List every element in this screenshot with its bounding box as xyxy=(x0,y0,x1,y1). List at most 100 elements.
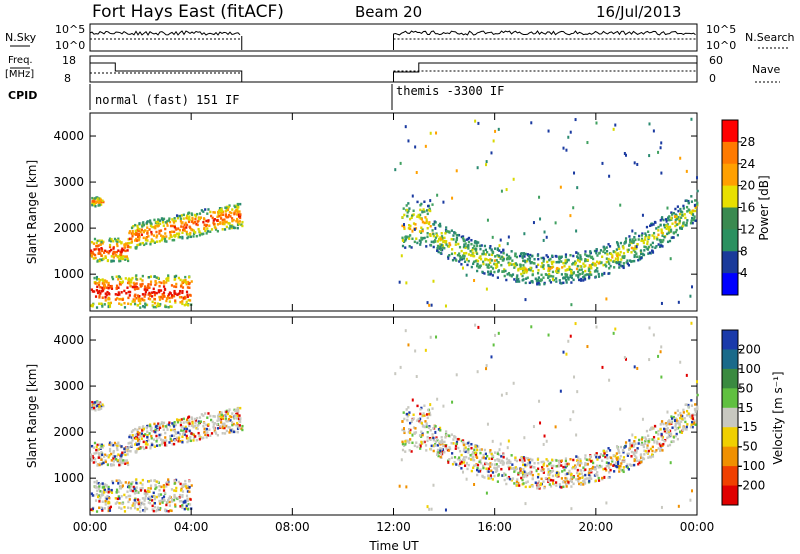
power-cell xyxy=(580,268,583,271)
velocity-cell xyxy=(414,431,418,434)
velocity-cell xyxy=(107,490,110,494)
power-cell xyxy=(404,125,407,129)
power-cell xyxy=(512,263,515,266)
velocity-cell xyxy=(134,433,137,437)
velocity-cell xyxy=(638,459,641,462)
velocity-cell xyxy=(667,430,671,433)
velocity-cell xyxy=(426,430,429,434)
velocity-cell xyxy=(183,433,186,436)
power-cell xyxy=(636,255,639,258)
power-cell xyxy=(548,258,551,262)
power-cell xyxy=(633,235,636,239)
power-cell xyxy=(92,200,95,204)
velocity-cell xyxy=(187,439,190,443)
velocity-cell xyxy=(184,482,187,486)
power-cell xyxy=(215,219,219,222)
nsearch-label: N.Search xyxy=(745,31,795,44)
velocity-cell xyxy=(616,456,620,459)
velocity-cell xyxy=(229,419,232,422)
power-cell xyxy=(622,262,625,265)
velocity-cell xyxy=(104,453,107,457)
velocity-cell xyxy=(472,458,475,462)
velocity-cell xyxy=(436,448,440,452)
power-cell xyxy=(689,294,692,298)
velocity-cell xyxy=(582,483,585,486)
power-cell xyxy=(108,245,112,249)
power-cell xyxy=(519,266,522,269)
velocity-cell xyxy=(110,459,113,462)
velocity-cell xyxy=(161,501,164,504)
power-cell xyxy=(112,250,115,254)
power-cell xyxy=(137,234,140,237)
velocity-cell xyxy=(115,479,118,482)
velocity-cell xyxy=(161,497,164,500)
power-cell xyxy=(556,271,559,274)
velocity-cell xyxy=(676,409,679,412)
power-cell xyxy=(441,245,445,249)
velocity-cell xyxy=(574,465,578,469)
velocity-cell xyxy=(435,335,438,339)
power-cell xyxy=(491,250,495,254)
velocity-cell xyxy=(134,450,137,453)
power-cell xyxy=(605,265,608,268)
power-cell xyxy=(151,304,154,307)
power-cell xyxy=(191,217,194,221)
velocity-cell xyxy=(425,449,428,452)
power-cell xyxy=(420,226,423,230)
power-cell xyxy=(230,211,233,215)
power-cell xyxy=(423,200,426,204)
velocity-cell xyxy=(190,484,193,487)
velocity-cell xyxy=(488,457,491,460)
velocity-cell xyxy=(522,457,526,460)
power-cell xyxy=(132,281,135,285)
velocity-cell xyxy=(507,475,511,479)
velocity-cell xyxy=(597,479,601,482)
velocity-cell xyxy=(572,458,575,462)
power-cell xyxy=(127,302,130,305)
power-cell xyxy=(640,252,643,255)
velocity-cell xyxy=(660,435,663,438)
velocity-cell xyxy=(149,445,152,448)
power-cell xyxy=(514,264,517,268)
velocity-cell xyxy=(656,442,659,445)
velocity-cell xyxy=(194,417,197,421)
colorbar-segment xyxy=(722,330,738,350)
power-cell xyxy=(127,238,130,241)
power-cell xyxy=(137,287,140,290)
velocity-cell xyxy=(131,430,134,434)
power-cell xyxy=(500,189,503,193)
power-cell xyxy=(96,197,99,200)
velocity-cell xyxy=(153,497,157,501)
power-cell xyxy=(665,219,668,223)
velocity-cell xyxy=(562,485,565,489)
power-cell xyxy=(172,221,176,224)
power-cell xyxy=(116,293,119,297)
power-cell xyxy=(220,217,223,220)
colorbar-tick-label: 12 xyxy=(740,222,755,236)
velocity-cell xyxy=(411,433,414,437)
power-cell xyxy=(691,285,694,289)
power-cell xyxy=(651,245,654,249)
power-cell xyxy=(458,245,462,249)
power-cell xyxy=(149,280,153,283)
velocity-cell xyxy=(607,476,610,479)
power-cell xyxy=(526,258,530,261)
velocity-cell xyxy=(461,439,465,442)
power-cell xyxy=(661,245,664,248)
velocity-cell xyxy=(513,470,516,473)
velocity-cell xyxy=(116,442,119,446)
velocity-cell xyxy=(147,439,150,442)
power-cell xyxy=(681,224,684,228)
velocity-cell xyxy=(191,421,194,425)
velocity-cell xyxy=(436,453,439,456)
velocity-cell xyxy=(612,464,615,467)
velocity-cell xyxy=(647,439,650,443)
velocity-cell xyxy=(637,442,640,445)
nsearch-tick-top: 10^5 xyxy=(706,23,736,36)
power-cell xyxy=(158,229,161,233)
velocity-cell xyxy=(145,426,148,429)
velocity-cell xyxy=(477,325,480,329)
power-cell xyxy=(141,282,144,286)
power-cell xyxy=(482,249,485,253)
velocity-cell xyxy=(634,449,637,452)
